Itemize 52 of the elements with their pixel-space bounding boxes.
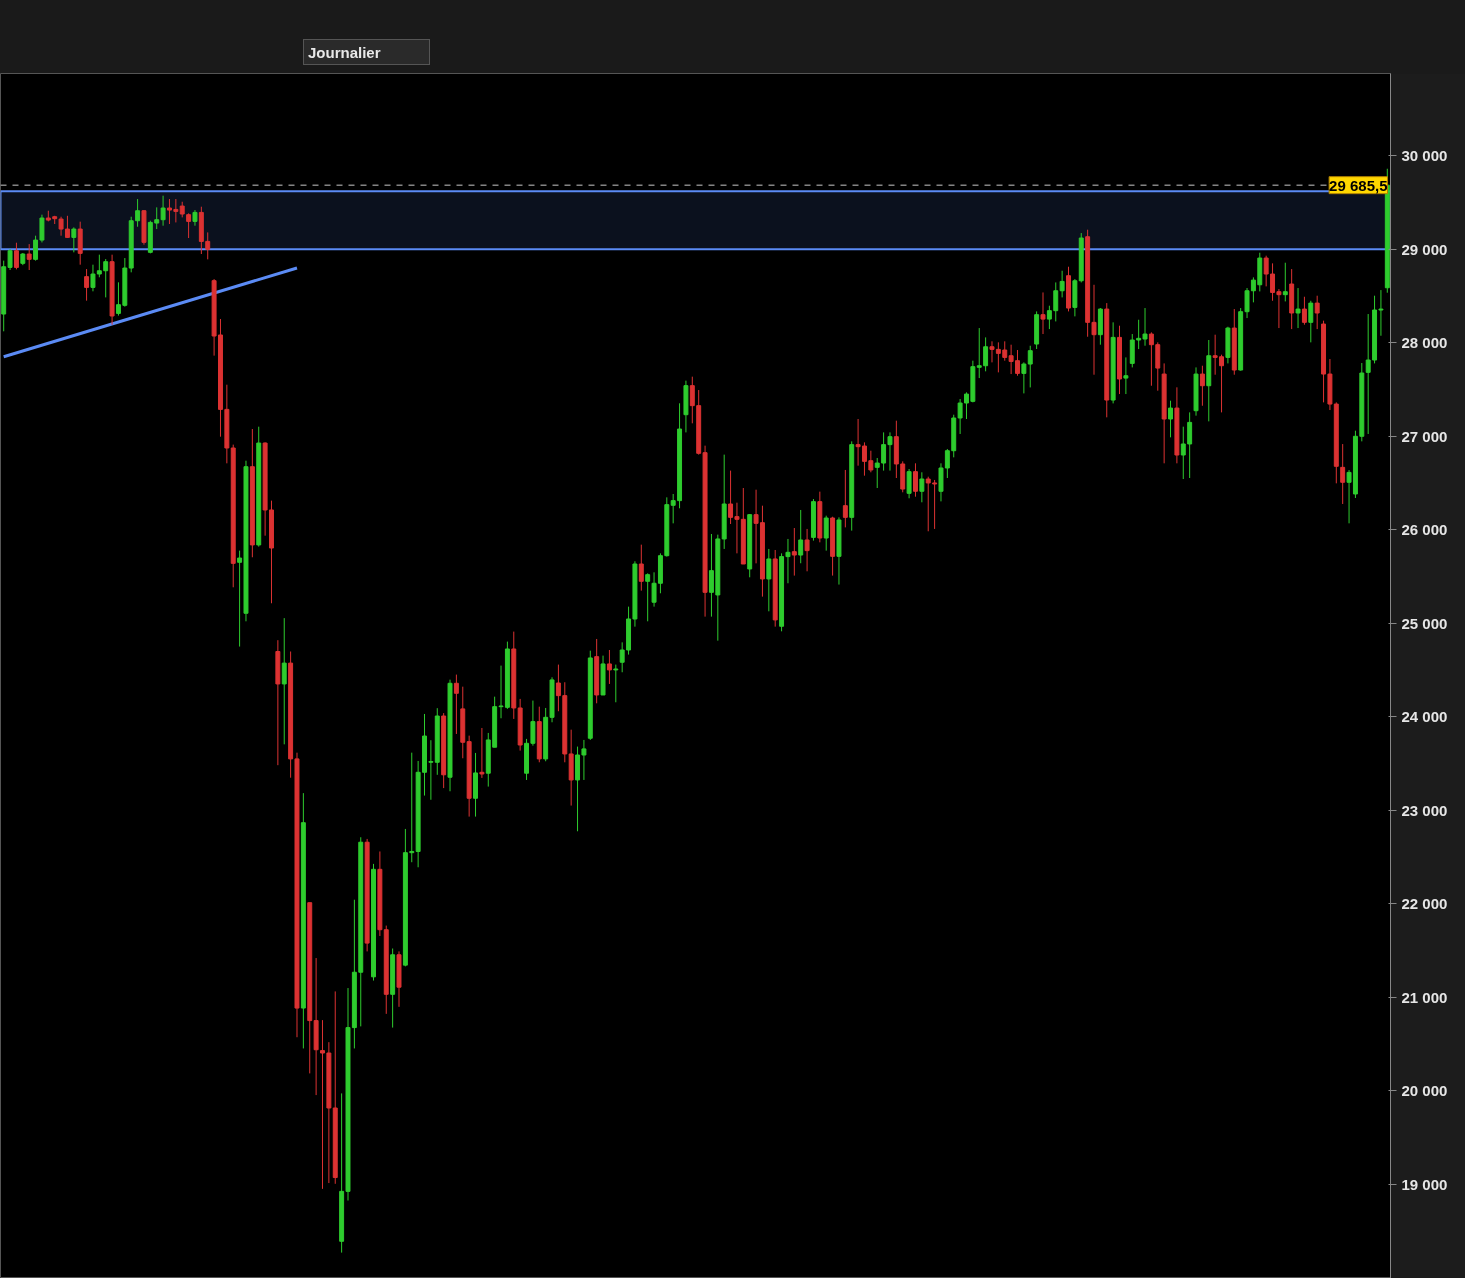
ref-line-label: 29 685,5: [1329, 176, 1388, 194]
candlestick: [479, 727, 485, 779]
candlestick: [1129, 333, 1135, 368]
candlestick: [1027, 345, 1033, 388]
candlestick: [1282, 262, 1288, 302]
candlestick: [791, 527, 797, 577]
y-tick-label: 23 000: [1401, 801, 1448, 819]
candlestick: [84, 268, 90, 302]
candlestick: [281, 617, 287, 745]
y-tick-label: 19 000: [1401, 1175, 1448, 1193]
candlestick: [989, 340, 995, 363]
y-tick-label: 30 000: [1401, 147, 1448, 165]
candlestick: [186, 212, 192, 239]
candlestick: [645, 572, 651, 622]
candlestick: [913, 462, 918, 498]
candlestick: [1021, 361, 1027, 394]
candlestick: [1314, 295, 1320, 330]
candlestick: [1187, 411, 1193, 479]
candlestick: [1168, 400, 1173, 438]
candlestick: [842, 469, 848, 528]
candlestick: [1199, 365, 1205, 407]
candlestick: [1340, 443, 1346, 505]
y-tick-label: 24 000: [1401, 708, 1448, 726]
candlestick: [606, 649, 612, 685]
candlestick: [638, 544, 644, 592]
candlestick: [798, 509, 804, 564]
candlestick: [766, 548, 772, 612]
y-tick-label: 25 000: [1401, 614, 1448, 632]
candlestick: [823, 515, 829, 552]
candlestick: [804, 528, 810, 572]
candlestick: [453, 674, 459, 735]
candlestick: [13, 242, 19, 270]
y-tick-label: 29 000: [1401, 240, 1448, 258]
candlestick: [1059, 270, 1065, 298]
y-tick-label: 26 000: [1401, 521, 1448, 539]
candlestick: [1301, 296, 1307, 326]
candlestick: [71, 226, 77, 253]
candlestick: [613, 664, 619, 703]
y-tick-label: 20 000: [1401, 1082, 1448, 1100]
candlestick: [1308, 300, 1314, 343]
y-tick-label: 21 000: [1401, 988, 1448, 1006]
y-tick-label: 27 000: [1401, 427, 1448, 445]
candlestick: [26, 243, 32, 271]
candlestick: [906, 468, 912, 499]
text: Journalier: [303, 39, 430, 65]
candlestick: [1123, 356, 1129, 395]
candlestick: [1295, 287, 1301, 329]
candlestick: [1180, 426, 1186, 480]
candlestick: [1040, 291, 1046, 335]
y-tick-label: 28 000: [1401, 334, 1448, 352]
y-tick-label: 22 000: [1401, 895, 1448, 913]
candlestick: [919, 471, 925, 503]
